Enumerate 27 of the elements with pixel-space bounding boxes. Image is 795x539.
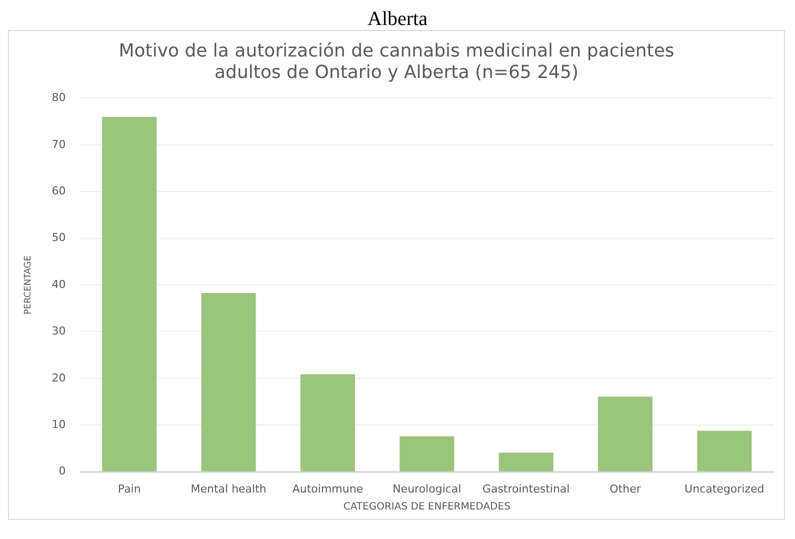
y-tick-label: 50 [52, 231, 66, 244]
bar [400, 436, 454, 472]
y-tick-label: 20 [52, 371, 66, 384]
y-tick-label: 80 [52, 91, 66, 104]
x-tick-label: Autoimmune [292, 482, 364, 496]
x-tick-label: Neurological [392, 482, 462, 496]
y-tick-label: 60 [52, 184, 66, 198]
x-tick-label: Pain [118, 482, 141, 496]
bar [498, 452, 554, 472]
x-tick-label: Gastrointestinal [482, 482, 570, 496]
x-tick-label: Uncategorized [684, 482, 764, 496]
x-tick-label: Mental health [190, 482, 266, 496]
y-tick-label: 0 [58, 464, 66, 478]
y-tick-label: 70 [52, 138, 66, 151]
x-axis-title: CATEGORIAS DE ENFERMEDADES [343, 502, 510, 513]
bar [102, 116, 157, 472]
text: Alberta [366, 8, 428, 30]
y-axis-title: PERCENTAGE [24, 255, 34, 315]
bar [697, 430, 752, 472]
y-tick-label: 30 [52, 324, 66, 338]
bar [598, 396, 653, 472]
x-tick-label: Other [610, 482, 642, 496]
y-tick-label: 40 [52, 278, 66, 291]
chart-title: Motivo de la autorización de cannabis medicinal en pacientes adultos de Ontario y Alberta (n=65 245) [118, 40, 674, 84]
bar [300, 374, 355, 472]
bar [201, 292, 256, 472]
y-tick-label: 10 [52, 418, 66, 431]
